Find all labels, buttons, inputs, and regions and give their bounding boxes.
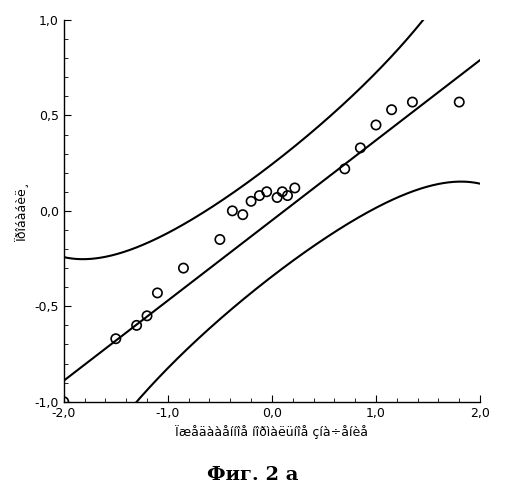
Point <box>154 289 162 297</box>
Text: Фиг. 2 а: Фиг. 2 а <box>207 466 298 484</box>
Point <box>247 197 255 205</box>
Point <box>143 312 151 320</box>
Point <box>387 106 395 114</box>
X-axis label: Ïæåäààåííîå íîðìàëüíîå çíà÷åíèå: Ïæåäààåííîå íîðìàëüíîå çíà÷åíèå <box>175 425 369 439</box>
Point <box>409 98 417 106</box>
Point <box>278 188 286 196</box>
Point <box>112 335 120 343</box>
Point <box>216 236 224 244</box>
Point <box>239 211 247 219</box>
Point <box>179 264 187 272</box>
Point <box>291 184 299 192</box>
Point <box>263 188 271 196</box>
Point <box>283 192 291 200</box>
Point <box>341 165 349 173</box>
Y-axis label: Ïðîáàáèë¸: Ïðîáàáèë¸ <box>15 181 29 241</box>
Point <box>455 98 463 106</box>
Point <box>228 207 236 215</box>
Point <box>273 194 281 202</box>
Point <box>372 121 380 129</box>
Point <box>256 192 264 200</box>
Point <box>133 321 141 329</box>
Point <box>60 398 68 406</box>
Point <box>357 144 365 152</box>
